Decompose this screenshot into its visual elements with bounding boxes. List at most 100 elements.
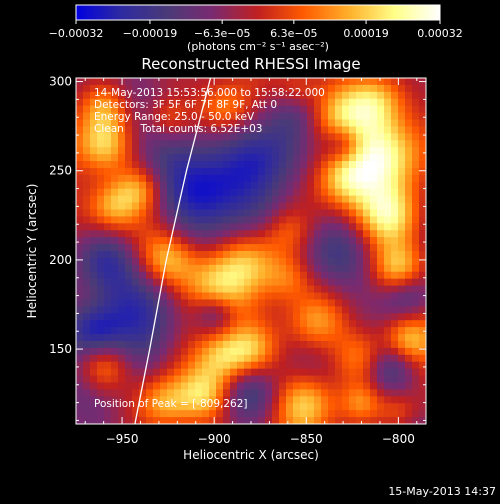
heatmap-cell <box>391 313 399 321</box>
heatmap-cell <box>188 278 196 286</box>
heatmap-cell <box>286 382 294 390</box>
heatmap-cell <box>216 354 224 363</box>
heatmap-cell <box>76 299 84 307</box>
heatmap-cell <box>139 195 147 203</box>
heatmap-cell <box>223 403 231 411</box>
heatmap-cell <box>118 306 126 314</box>
heatmap-cell <box>258 368 266 376</box>
heatmap-cell <box>251 361 259 370</box>
heatmap-cell <box>139 417 147 424</box>
heatmap-cell <box>370 257 378 266</box>
heatmap-cell <box>125 119 133 127</box>
heatmap-cell <box>265 154 273 162</box>
heatmap-cell <box>181 140 189 148</box>
heatmap-cell <box>223 161 231 169</box>
heatmap-cell <box>111 140 119 148</box>
heatmap-cell <box>363 410 371 418</box>
heatmap-cell <box>335 271 343 280</box>
heatmap-cell <box>251 202 259 210</box>
heatmap-cell <box>153 327 161 335</box>
heatmap-cell <box>244 147 252 155</box>
heatmap-cell <box>195 361 203 370</box>
heatmap-cell <box>384 133 392 141</box>
heatmap-cell <box>293 126 301 134</box>
heatmap-cell <box>419 368 426 376</box>
heatmap-cell <box>251 105 259 113</box>
heatmap-cell <box>202 147 210 155</box>
heatmap-cell <box>181 112 189 120</box>
heatmap-cell <box>132 271 140 280</box>
heatmap-cell <box>125 257 133 266</box>
heatmap-cell <box>293 347 301 356</box>
heatmap-cell <box>202 133 210 141</box>
heatmap-cell <box>111 347 119 356</box>
heatmap-cell <box>139 202 147 210</box>
heatmap-cell <box>300 368 308 376</box>
heatmap-cell <box>258 320 266 328</box>
heatmap-cell <box>356 161 364 169</box>
heatmap-cell <box>370 237 378 245</box>
heatmap-cell <box>398 320 406 328</box>
heatmap-cell <box>83 154 91 162</box>
heatmap-cell <box>181 216 189 224</box>
heatmap-cell <box>195 271 203 280</box>
heatmap-cell <box>104 230 112 238</box>
heatmap-cell <box>195 389 203 397</box>
heatmap-cell <box>244 202 252 210</box>
heatmap-cell <box>370 340 378 349</box>
heatmap-cell <box>272 327 280 335</box>
heatmap-cell <box>195 154 203 162</box>
heatmap-cell <box>272 361 280 370</box>
heatmap-cell <box>251 299 259 307</box>
heatmap-cell <box>146 167 154 176</box>
heatmap-cell <box>181 334 189 342</box>
heatmap-cell <box>237 112 245 120</box>
heatmap-cell <box>174 251 182 259</box>
heatmap-cell <box>321 154 329 162</box>
heatmap-cell <box>307 347 315 356</box>
heatmap-cell <box>160 354 168 363</box>
heatmap-cell <box>188 195 196 203</box>
heatmap-cell <box>321 278 329 286</box>
heatmap-cell <box>321 299 329 307</box>
heatmap-cell <box>384 285 392 293</box>
heatmap-cell <box>398 112 406 120</box>
heatmap-cell <box>244 396 252 404</box>
heatmap-cell <box>279 230 287 238</box>
heatmap-cell <box>377 161 385 169</box>
annotation-detectors: Detectors: 3F 5F 6F 7F 8F 9F, Att 0 <box>94 99 277 111</box>
heatmap-cell <box>174 264 182 273</box>
heatmap-cell <box>419 361 426 370</box>
heatmap-cell <box>363 320 371 328</box>
heatmap-cell <box>342 410 350 418</box>
heatmap-cell <box>139 78 147 86</box>
heatmap-cell <box>391 154 399 162</box>
heatmap-cell <box>363 244 371 252</box>
heatmap-cell <box>391 209 399 217</box>
heatmap-cell <box>125 410 133 418</box>
heatmap-cell <box>146 147 154 155</box>
heatmap-cell <box>188 327 196 335</box>
heatmap-cell <box>90 278 98 286</box>
heatmap-cell <box>300 112 308 120</box>
heatmap-cell <box>146 396 154 404</box>
heatmap-cell <box>384 181 392 190</box>
heatmap-cell <box>237 195 245 203</box>
heatmap-cell <box>412 417 420 424</box>
heatmap-cell <box>279 140 287 148</box>
heatmap-cell <box>300 382 308 390</box>
heatmap-cell <box>279 264 287 273</box>
heatmap-cell <box>139 375 147 383</box>
heatmap-cell <box>356 313 364 321</box>
heatmap-cell <box>321 403 329 411</box>
heatmap-cell <box>195 334 203 342</box>
heatmap-cell <box>293 396 301 404</box>
heatmap-cell <box>160 216 168 224</box>
heatmap-cell <box>181 244 189 252</box>
heatmap-cell <box>342 188 350 197</box>
heatmap-cell <box>146 174 154 183</box>
heatmap-cell <box>335 161 343 169</box>
heatmap-cell <box>342 264 350 273</box>
heatmap-cell <box>188 167 196 176</box>
heatmap-cell <box>167 389 175 397</box>
